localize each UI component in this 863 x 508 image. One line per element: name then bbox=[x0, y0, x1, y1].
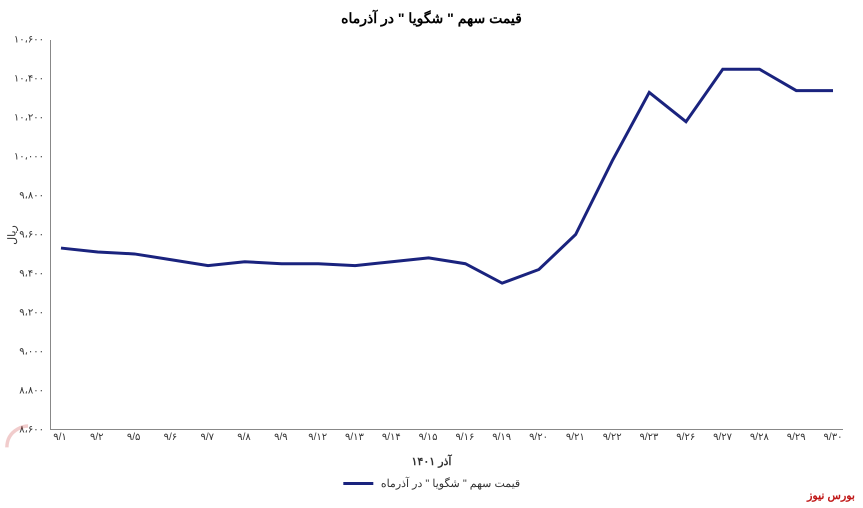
x-tick: ۹/۳۰ bbox=[824, 432, 843, 443]
y-tick: ۱۰،۰۰۰ bbox=[14, 152, 44, 163]
x-tick: ۹/۲۷ bbox=[713, 432, 732, 443]
line-chart-svg bbox=[51, 40, 843, 429]
x-axis: ۹/۱ ۹/۲ ۹/۵ ۹/۶ ۹/۷ ۹/۸ ۹/۹ ۹/۱۲ ۹/۱۳ ۹/۱۴ ۹/۱۵ ۹/۱… bbox=[50, 430, 843, 450]
x-tick: ۹/۹ bbox=[274, 432, 288, 443]
data-line bbox=[61, 69, 833, 283]
x-tick: ۹/۲ bbox=[90, 432, 104, 443]
y-axis-label: ریال bbox=[5, 225, 18, 245]
chart-container: قیمت سهم " شگویا " در آذرماه ریال ۸،۶۰۰۸… bbox=[0, 0, 863, 508]
x-tick: ۹/۱۹ bbox=[492, 432, 511, 443]
legend-label: قیمت سهم " شگویا " در آذرماه bbox=[381, 477, 520, 490]
legend: قیمت سهم " شگویا " در آذرماه bbox=[343, 477, 520, 490]
y-axis: ریال ۸،۶۰۰۸،۸۰۰۹،۰۰۰۹،۲۰۰۹،۴۰۰۹،۶۰۰۹،۸۰۰… bbox=[0, 40, 48, 430]
y-tick: ۱۰،۲۰۰ bbox=[14, 113, 44, 124]
x-tick: ۹/۶ bbox=[164, 432, 178, 443]
legend-line-icon bbox=[343, 482, 373, 485]
x-tick: ۹/۲۱ bbox=[566, 432, 585, 443]
y-tick: ۹،۸۰۰ bbox=[19, 191, 44, 202]
y-tick: ۸،۸۰۰ bbox=[19, 386, 44, 397]
x-tick: ۹/۲۶ bbox=[676, 432, 695, 443]
x-axis-label: آذر ۱۴۰۱ bbox=[412, 455, 452, 468]
x-tick: ۹/۱۴ bbox=[382, 432, 401, 443]
y-tick: ۱۰،۶۰۰ bbox=[14, 35, 44, 46]
x-tick: ۹/۱۶ bbox=[455, 432, 474, 443]
x-tick: ۹/۲۹ bbox=[787, 432, 806, 443]
x-tick: ۹/۲۳ bbox=[639, 432, 658, 443]
x-tick: ۹/۲۰ bbox=[529, 432, 548, 443]
x-tick: ۹/۱ bbox=[53, 432, 67, 443]
y-tick: ۹،۶۰۰ bbox=[19, 230, 44, 241]
y-tick: ۱۰،۴۰۰ bbox=[14, 74, 44, 85]
plot-area bbox=[50, 40, 843, 430]
x-tick: ۹/۲۸ bbox=[750, 432, 769, 443]
x-tick: ۹/۱۲ bbox=[308, 432, 327, 443]
x-tick: ۹/۸ bbox=[237, 432, 251, 443]
chart-title: قیمت سهم " شگویا " در آذرماه bbox=[0, 0, 863, 27]
watermark-icon: ◜ bbox=[5, 428, 28, 458]
source-label: بورس نیوز bbox=[807, 489, 855, 502]
y-tick: ۹،۲۰۰ bbox=[19, 308, 44, 319]
x-tick: ۹/۷ bbox=[200, 432, 214, 443]
x-tick: ۹/۱۳ bbox=[345, 432, 364, 443]
y-tick: ۹،۴۰۰ bbox=[19, 269, 44, 280]
x-tick: ۹/۲۲ bbox=[603, 432, 622, 443]
x-tick: ۹/۱۵ bbox=[419, 432, 438, 443]
y-tick: ۹،۰۰۰ bbox=[19, 347, 44, 358]
x-tick: ۹/۵ bbox=[127, 432, 141, 443]
